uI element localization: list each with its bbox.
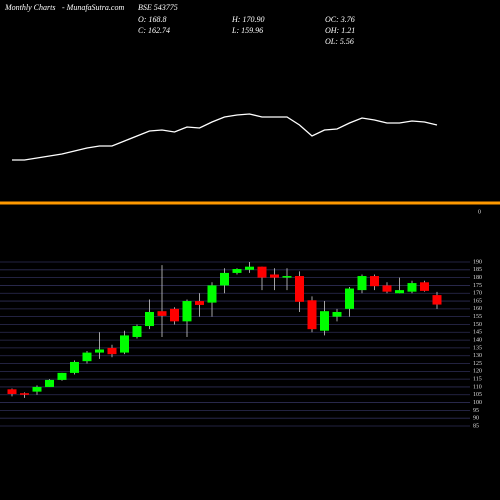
candle-body <box>70 361 79 373</box>
candle-body <box>232 269 242 273</box>
candle-body <box>195 301 204 305</box>
source: - MunafaSutra.com <box>62 3 124 12</box>
candle-body <box>145 311 154 327</box>
stat: C: 162.74 <box>138 26 170 35</box>
chart-title: Monthly Charts <box>4 3 55 12</box>
y-tick-label: 175 <box>473 283 482 289</box>
stat: OH: 1.21 <box>325 26 355 35</box>
candle-body <box>82 352 92 362</box>
y-tick-label: 145 <box>473 330 482 336</box>
candle-body <box>207 285 217 303</box>
y-tick-label: 100 <box>473 400 482 406</box>
y-tick-label: 120 <box>473 369 482 375</box>
y-tick-label: 130 <box>473 353 482 359</box>
y-tick-label: 155 <box>473 314 482 320</box>
stat: L: 159.96 <box>231 26 263 35</box>
y-tick-label: 105 <box>473 392 482 398</box>
y-tick-label: 165 <box>473 298 482 304</box>
y-tick-label: 85 <box>473 423 479 429</box>
candle-body <box>270 274 279 278</box>
lower-tick-label: 0 <box>478 209 481 215</box>
candle-body <box>432 295 442 305</box>
candle-body <box>307 300 317 330</box>
y-tick-label: 170 <box>473 291 482 297</box>
candle-body <box>7 389 17 394</box>
y-tick-label: 90 <box>473 416 479 422</box>
candle-body <box>345 288 354 309</box>
stat: H: 170.90 <box>231 15 264 24</box>
y-tick-label: 180 <box>473 275 482 281</box>
y-tick-label: 115 <box>473 377 482 383</box>
candle-body <box>20 393 29 395</box>
candle-body <box>57 372 67 380</box>
candle-body <box>282 276 292 278</box>
candle-body <box>157 311 167 316</box>
symbol: BSE 543775 <box>138 3 178 12</box>
y-tick-label: 150 <box>473 322 482 328</box>
y-tick-label: 95 <box>473 408 479 414</box>
candle-body <box>220 272 229 286</box>
stat: O: 168.8 <box>138 15 166 24</box>
stat: OL: 5.56 <box>325 37 354 46</box>
candle-body <box>257 266 267 278</box>
candle-body <box>320 311 329 331</box>
y-tick-label: 190 <box>473 259 482 265</box>
indicator-line <box>12 113 438 161</box>
candle-body <box>45 379 54 387</box>
y-tick-label: 110 <box>473 384 482 390</box>
candle-body <box>357 276 367 291</box>
candle-body <box>182 301 192 322</box>
candle-body <box>382 285 392 292</box>
y-tick-label: 160 <box>473 306 482 312</box>
candle-body <box>170 308 179 322</box>
candle-body <box>420 282 429 291</box>
candle-body <box>95 349 104 353</box>
candle-body <box>332 311 342 317</box>
candle-body <box>120 335 129 353</box>
candle-body <box>295 276 304 302</box>
candle-body <box>132 326 142 337</box>
candle-body <box>370 276 379 287</box>
y-tick-label: 125 <box>473 361 482 367</box>
candle-body <box>407 283 417 292</box>
candle-body <box>245 266 254 270</box>
stat: OC: 3.76 <box>325 15 355 24</box>
y-tick-label: 185 <box>473 267 482 273</box>
y-tick-label: 135 <box>473 345 482 351</box>
candle-body <box>395 290 404 294</box>
candle-body <box>32 386 42 392</box>
candle-body <box>107 347 117 355</box>
y-tick-label: 140 <box>473 337 482 343</box>
